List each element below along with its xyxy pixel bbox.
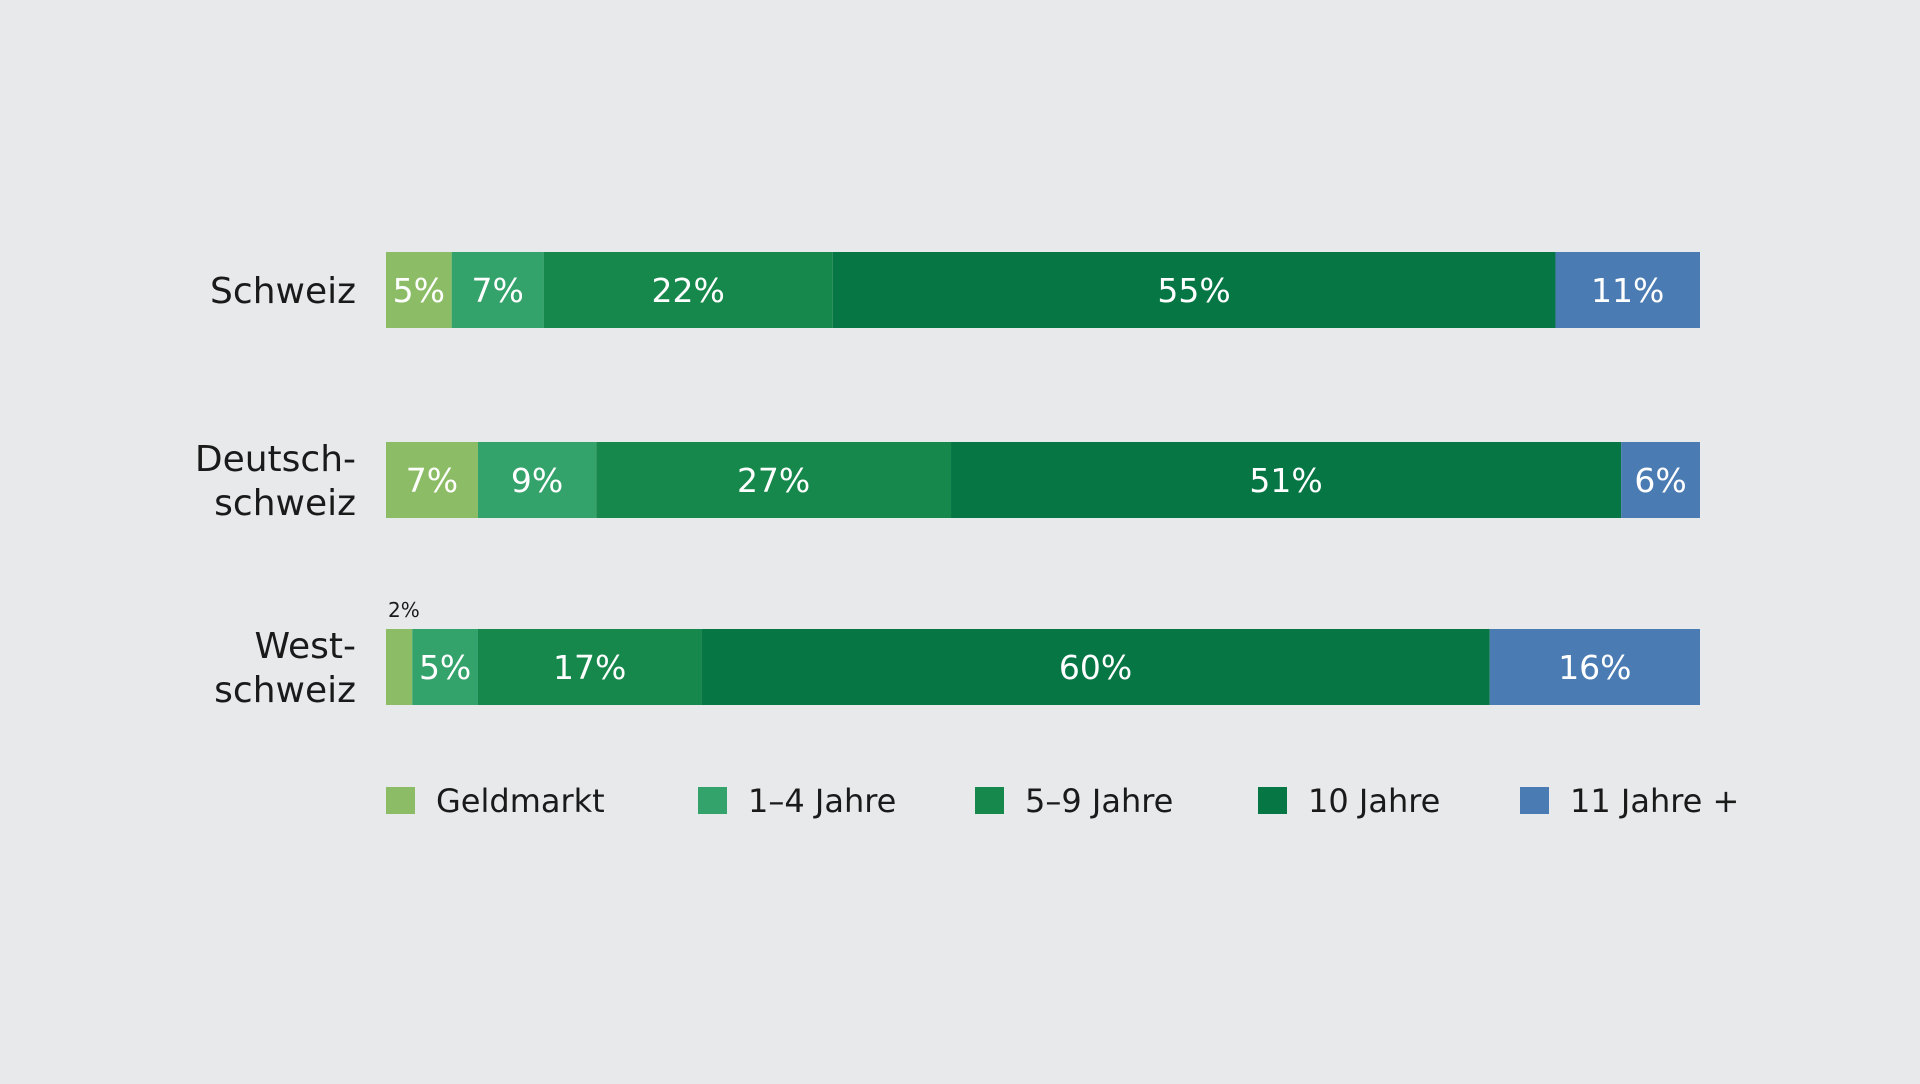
- bar-segment-schweiz-10-jahre: [832, 252, 1556, 328]
- data-label-westschweiz-1-4-jahre: 5%: [419, 648, 471, 687]
- data-label-schweiz-1-4-jahre: 7%: [472, 271, 524, 310]
- bar-segment-deutschschweiz-10-jahre: [951, 442, 1622, 518]
- legend-item-11-jahre-plus: 11 Jahre +: [1520, 782, 1739, 820]
- category-label-line: Deutsch-: [195, 439, 356, 480]
- bar-segment-westschweiz-1-4-jahre: [412, 629, 478, 705]
- bar-segment-deutschschweiz-geldmarkt: [386, 442, 478, 518]
- data-label-deutschschweiz-10-jahre: 51%: [1249, 461, 1322, 500]
- legend-item-geldmarkt: Geldmarkt: [386, 782, 605, 820]
- legend-item-1-4-jahre: 1–4 Jahre: [698, 782, 896, 820]
- data-label-deutschschweiz-geldmarkt: 7%: [406, 461, 458, 500]
- bar-segment-schweiz-geldmarkt: [386, 252, 452, 328]
- legend-label-5-9-jahre: 5–9 Jahre: [1025, 782, 1173, 820]
- bar-segment-westschweiz-10-jahre: [701, 629, 1490, 705]
- bar-segment-schweiz-11-jahre-plus: [1555, 252, 1700, 328]
- bar-segment-westschweiz-geldmarkt: [386, 629, 413, 705]
- category-label-line: Schweiz: [210, 271, 356, 312]
- legend-swatch-1-4-jahre: [698, 787, 727, 814]
- data-label-westschweiz-geldmarkt: 2%: [388, 598, 420, 622]
- data-label-schweiz-geldmarkt: 5%: [393, 271, 445, 310]
- data-label-schweiz-5-9-jahre: 22%: [652, 271, 725, 310]
- legend-label-11-jahre-plus: 11 Jahre +: [1570, 782, 1739, 820]
- data-label-deutschschweiz-11-jahre-plus: 6%: [1634, 461, 1686, 500]
- legend-label-10-jahre: 10 Jahre: [1308, 782, 1440, 820]
- data-label-deutschschweiz-1-4-jahre: 9%: [511, 461, 563, 500]
- legend-swatch-10-jahre: [1258, 787, 1287, 814]
- legend-swatch-geldmarkt: [386, 787, 415, 814]
- bar-segment-deutschschweiz-5-9-jahre: [596, 442, 952, 518]
- data-label-deutschschweiz-5-9-jahre: 27%: [737, 461, 810, 500]
- category-label-deutschschweiz: Deutsch-schweiz: [195, 439, 356, 524]
- legend-label-geldmarkt: Geldmarkt: [436, 782, 605, 820]
- legend-item-5-9-jahre: 5–9 Jahre: [975, 782, 1173, 820]
- data-label-westschweiz-10-jahre: 60%: [1059, 648, 1132, 687]
- category-label-schweiz: Schweiz: [210, 271, 356, 312]
- category-label-line: schweiz: [214, 670, 356, 711]
- data-label-westschweiz-5-9-jahre: 17%: [553, 648, 626, 687]
- bar-segment-deutschschweiz-11-jahre-plus: [1621, 442, 1700, 518]
- bar-segment-westschweiz-11-jahre-plus: [1489, 629, 1700, 705]
- bar-segment-westschweiz-5-9-jahre: [477, 629, 702, 705]
- data-label-schweiz-11-jahre-plus: 11%: [1591, 271, 1664, 310]
- data-label-westschweiz-11-jahre-plus: 16%: [1558, 648, 1631, 687]
- category-label-line: schweiz: [214, 483, 356, 524]
- category-label-westschweiz: West-schweiz: [214, 626, 356, 711]
- category-label-line: West-: [255, 626, 357, 667]
- data-label-schweiz-10-jahre: 55%: [1157, 271, 1230, 310]
- legend-swatch-11-jahre-plus: [1520, 787, 1549, 814]
- bar-segment-deutschschweiz-1-4-jahre: [477, 442, 597, 518]
- bar-segment-schweiz-5-9-jahre: [543, 252, 833, 328]
- bar-segment-schweiz-1-4-jahre: [451, 252, 544, 328]
- legend-swatch-5-9-jahre: [975, 787, 1004, 814]
- legend-label-1-4-jahre: 1–4 Jahre: [748, 782, 896, 820]
- legend-item-10-jahre: 10 Jahre: [1258, 782, 1440, 820]
